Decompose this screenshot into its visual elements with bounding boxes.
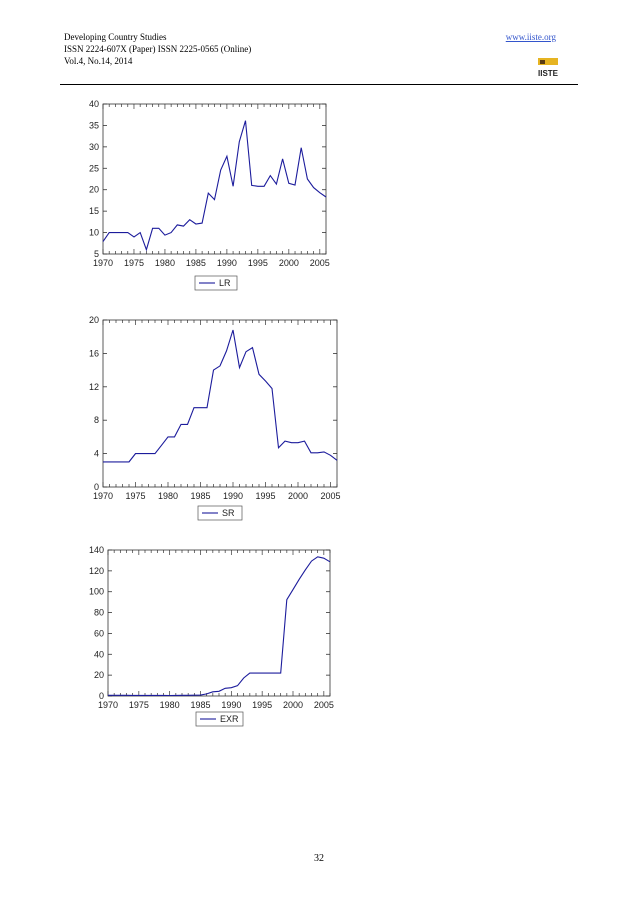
series-line-lr [102, 120, 327, 252]
issn-line: ISSN 2224-607X (Paper) ISSN 2225-0565 (O… [64, 44, 252, 54]
x-tick-label: 2005 [310, 258, 330, 268]
x-tick-label: 1995 [248, 258, 268, 268]
y-tick-label: 30 [89, 142, 99, 152]
y-tick-label: 5 [94, 249, 99, 259]
series-line-exr [108, 556, 331, 697]
y-tick-label: 15 [89, 206, 99, 216]
legend-box [194, 275, 238, 291]
chart-exr-svg: 0 20 40 60 80 100 120 140 1970 1975 1980 1985 1990 19… [89, 545, 334, 727]
x-tick-label: 1995 [252, 700, 272, 710]
x-tick-label: 1980 [158, 491, 178, 501]
y-tick-label: 20 [89, 315, 99, 325]
x-tick-label: 1975 [129, 700, 149, 710]
volume-line: Vol.4, No.14, 2014 [64, 56, 133, 66]
journal-header-right: www.iiste.org [506, 31, 556, 43]
legend-label: LR [219, 278, 231, 288]
x-tick-label: 1985 [190, 700, 210, 710]
x-tick-label: 1970 [93, 491, 113, 501]
y-tick-label: 100 [89, 587, 104, 597]
legend-label: SR [222, 508, 235, 518]
chart-sr-svg: 0 4 8 12 16 20 1970 1975 1980 1985 1990 1995 2000 200… [89, 315, 341, 521]
x-tick-label: 1975 [125, 491, 145, 501]
svg-text:IISTE: IISTE [538, 69, 558, 78]
chart-lr-svg: 5 10 15 20 25 30 35 40 1970 1975 1980 1985 1990 1995 2… [89, 99, 330, 291]
x-tick-label: 1990 [223, 491, 243, 501]
y-tick-label: 140 [89, 545, 104, 555]
x-tick-label: 2000 [283, 700, 303, 710]
x-tick-label: 1970 [93, 258, 113, 268]
page-number: 32 [314, 853, 324, 864]
y-tick-label: 60 [94, 628, 104, 638]
x-tick-label: 1985 [186, 258, 206, 268]
x-tick-label: 1970 [98, 700, 118, 710]
plot-frame [102, 319, 338, 488]
y-tick-label: 0 [94, 482, 99, 492]
legend-label: EXR [220, 714, 239, 724]
x-tick-label: 2000 [288, 491, 308, 501]
y-tick-label: 10 [89, 228, 99, 238]
y-tick-label: 25 [89, 163, 99, 173]
x-tick-label: 1980 [160, 700, 180, 710]
x-tick-label: 1975 [124, 258, 144, 268]
x-tick-label: 2005 [314, 700, 334, 710]
plot-frame [107, 549, 331, 697]
x-tick-label: 1980 [155, 258, 175, 268]
y-tick-label: 16 [89, 348, 99, 358]
series-line-sr [103, 329, 338, 463]
y-tick-label: 8 [94, 415, 99, 425]
y-tick-label: 35 [89, 120, 99, 130]
x-tick-label: 1995 [255, 491, 275, 501]
x-tick-label: 2000 [279, 258, 299, 268]
x-tick-label: 1990 [217, 258, 237, 268]
y-tick-label: 80 [94, 608, 104, 618]
header-rule [60, 84, 578, 85]
plot-frame [102, 103, 327, 255]
x-tick-label: 1990 [221, 700, 241, 710]
x-tick-label: 2005 [320, 491, 340, 501]
y-tick-label: 40 [94, 649, 104, 659]
y-tick-label: 20 [94, 670, 104, 680]
y-tick-label: 40 [89, 99, 99, 109]
journal-name: Developing Country Studies [64, 32, 167, 42]
journal-url-link[interactable]: www.iiste.org [505, 32, 556, 42]
y-tick-label: 12 [89, 382, 99, 392]
legend-box [195, 711, 244, 727]
y-tick-label: 0 [99, 691, 104, 701]
legend-box [197, 505, 243, 521]
y-tick-label: 4 [94, 449, 99, 459]
chart-sr: 0 4 8 12 16 20 1970 1975 1980 1985 1990 1995 2000 200… [0, 312, 638, 537]
chart-lr: 5 10 15 20 25 30 35 40 1970 1975 1980 1985 1990 1995 2… [0, 94, 638, 304]
journal-header-left: Developing Country Studies ISSN 2224-607… [64, 31, 251, 67]
chart-exr: 0 20 40 60 80 100 120 140 1970 1975 1980 1985 1990 19… [0, 541, 638, 741]
y-tick-label: 120 [89, 566, 104, 576]
y-tick-label: 20 [89, 185, 99, 195]
x-tick-label: 1985 [190, 491, 210, 501]
iiste-logo-icon: IISTE [538, 58, 558, 78]
